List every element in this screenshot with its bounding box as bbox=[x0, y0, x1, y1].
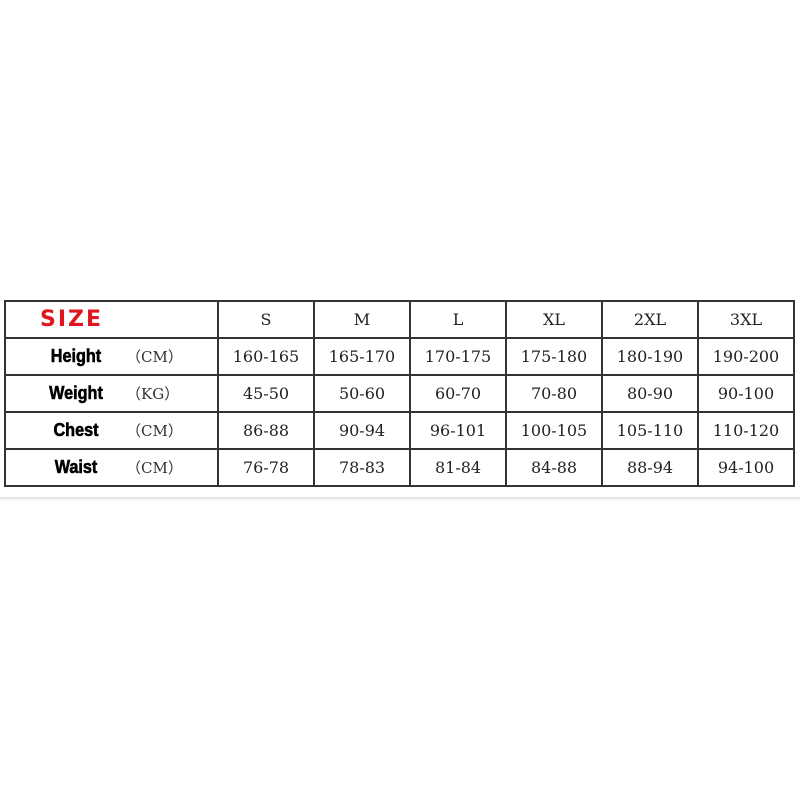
value-cell: 88-94 bbox=[601, 448, 699, 487]
value-cell: 110-120 bbox=[697, 411, 795, 450]
value-cell: 96-101 bbox=[409, 411, 507, 450]
value-cell: 86-88 bbox=[217, 411, 315, 450]
value-cell: 175-180 bbox=[505, 337, 603, 376]
measure-name: Waist bbox=[54, 457, 98, 478]
table-row: Weight （KG） 45-50 50-60 60-70 70-80 80-90 90-10… bbox=[4, 374, 795, 413]
table-header-row: SIZE S M L XL 2XL 3XL bbox=[4, 300, 795, 339]
value-cell: 70-80 bbox=[505, 374, 603, 413]
value-cell: 81-84 bbox=[409, 448, 507, 487]
size-cell: 3XL bbox=[697, 300, 795, 339]
value-cell: 45-50 bbox=[217, 374, 315, 413]
size-chart-table: SIZE S M L XL 2XL 3XL Height （CM） 160-165 1… bbox=[4, 300, 795, 487]
value-cell: 78-83 bbox=[313, 448, 411, 487]
measure-unit: （CM） bbox=[126, 459, 183, 477]
measure-unit: （CM） bbox=[126, 422, 183, 440]
table-row: Waist （CM） 76-78 78-83 81-84 84-88 88-94 94-100 bbox=[4, 448, 795, 487]
table-row: Height （CM） 160-165 165-170 170-175 175-180 18… bbox=[4, 337, 795, 376]
value-cell: 160-165 bbox=[217, 337, 315, 376]
table-shadow bbox=[0, 497, 800, 501]
value-cell: 100-105 bbox=[505, 411, 603, 450]
value-cell: 190-200 bbox=[697, 337, 795, 376]
value-cell: 165-170 bbox=[313, 337, 411, 376]
value-cell: 50-60 bbox=[313, 374, 411, 413]
measure-label-cell: Height （CM） bbox=[4, 337, 219, 376]
value-cell: 170-175 bbox=[409, 337, 507, 376]
value-cell: 76-78 bbox=[217, 448, 315, 487]
value-cell: 60-70 bbox=[409, 374, 507, 413]
measure-label-cell: Weight （KG） bbox=[4, 374, 219, 413]
measure-name: Weight bbox=[49, 383, 103, 404]
size-cell: S bbox=[217, 300, 315, 339]
size-header-cell: SIZE bbox=[4, 300, 219, 339]
value-cell: 90-100 bbox=[697, 374, 795, 413]
measure-unit: （CM） bbox=[126, 348, 183, 366]
value-cell: 105-110 bbox=[601, 411, 699, 450]
value-cell: 84-88 bbox=[505, 448, 603, 487]
measure-name: Height bbox=[50, 346, 102, 367]
value-cell: 180-190 bbox=[601, 337, 699, 376]
measure-label-cell: Chest （CM） bbox=[4, 411, 219, 450]
value-cell: 80-90 bbox=[601, 374, 699, 413]
size-cell: 2XL bbox=[601, 300, 699, 339]
value-cell: 94-100 bbox=[697, 448, 795, 487]
size-cell: M bbox=[313, 300, 411, 339]
size-cell: XL bbox=[505, 300, 603, 339]
value-cell: 90-94 bbox=[313, 411, 411, 450]
size-cell: L bbox=[409, 300, 507, 339]
measure-name: Chest bbox=[53, 420, 99, 441]
size-label: SIZE bbox=[40, 307, 104, 332]
measure-unit: （KG） bbox=[126, 385, 180, 403]
table-row: Chest （CM） 86-88 90-94 96-101 100-105 105-110 1… bbox=[4, 411, 795, 450]
measure-label-cell: Waist （CM） bbox=[4, 448, 219, 487]
